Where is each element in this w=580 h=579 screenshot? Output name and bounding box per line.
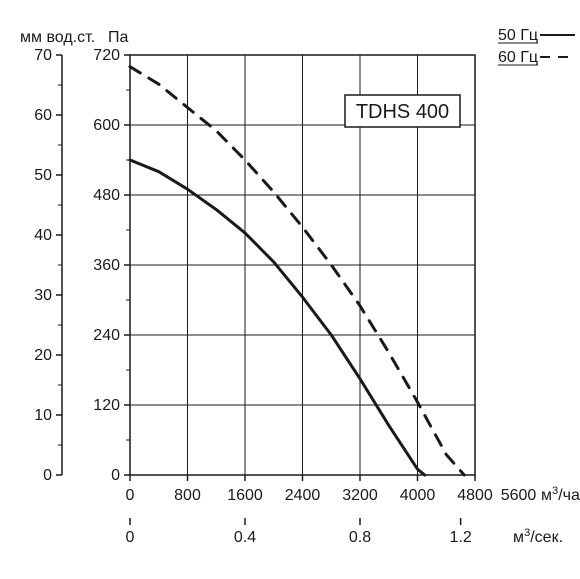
chart-svg: 0800160024003200400048005600м3/час012024…: [0, 0, 580, 579]
y-tick-label-mm: 30: [34, 287, 52, 304]
x-axis-label-primary: м3/час: [541, 485, 580, 504]
y-tick-label-pa: 720: [93, 47, 120, 64]
x2-tick-label: 0.4: [234, 529, 256, 546]
legend-label: 60 Гц: [498, 49, 538, 66]
x-tick-label: 800: [174, 487, 201, 504]
fan-curve-chart: { "chart": { "type": "line", "title": "T…: [0, 0, 580, 579]
chart-title: TDHS 400: [356, 101, 449, 123]
legend-label: 50 Гц: [498, 27, 538, 44]
x-axis-label-secondary: м3/сек.: [513, 527, 563, 546]
y-axis-label-outer: мм вод.ст.: [20, 29, 95, 46]
y-axis-label-inner: Па: [108, 29, 129, 46]
y-tick-label-pa: 0: [111, 467, 120, 484]
x2-tick-label: 1.2: [450, 529, 472, 546]
x2-tick-label: 0: [126, 529, 135, 546]
y-tick-label-mm: 60: [34, 107, 52, 124]
y-tick-label-mm: 40: [34, 227, 52, 244]
x2-tick-label: 0.8: [349, 529, 371, 546]
x-tick-label: 4000: [400, 487, 436, 504]
x-tick-label: 3200: [342, 487, 378, 504]
y-tick-label-pa: 120: [93, 397, 120, 414]
y-tick-label-mm: 0: [43, 467, 52, 484]
y-tick-label-pa: 480: [93, 187, 120, 204]
y-tick-label-pa: 240: [93, 327, 120, 344]
y-tick-label-mm: 10: [34, 407, 52, 424]
y-tick-label-pa: 600: [93, 117, 120, 134]
x-tick-label: 5600: [501, 487, 537, 504]
x-tick-label: 0: [126, 487, 135, 504]
x-tick-label: 1600: [227, 487, 263, 504]
y-tick-label-pa: 360: [93, 257, 120, 274]
y-tick-label-mm: 50: [34, 167, 52, 184]
y-tick-label-mm: 20: [34, 347, 52, 364]
y-tick-label-mm: 70: [34, 47, 52, 64]
x-tick-label: 4800: [457, 487, 493, 504]
x-tick-label: 2400: [285, 487, 321, 504]
